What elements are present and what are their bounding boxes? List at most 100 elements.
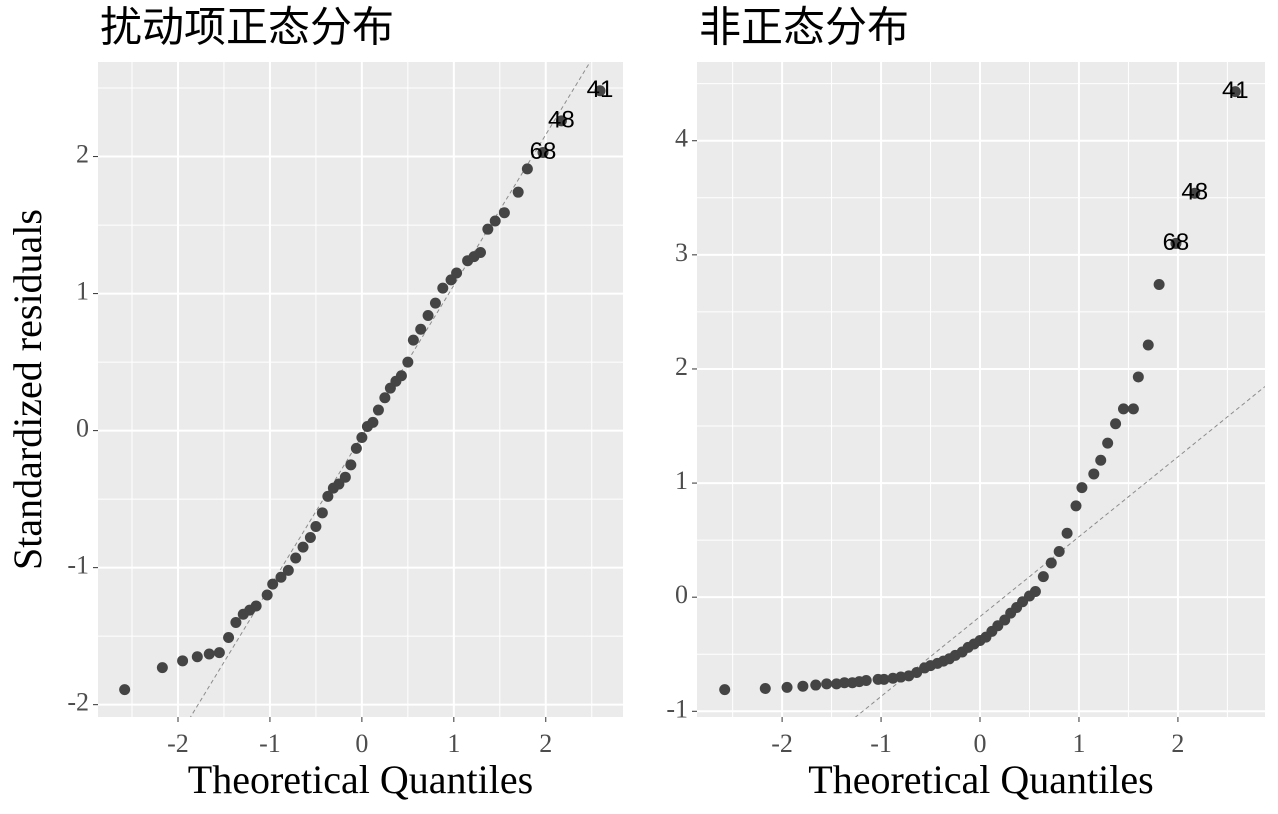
y-tick-label: -2 (67, 688, 89, 717)
x-tick-label: 1 (1072, 729, 1085, 758)
point (267, 578, 279, 590)
point (290, 552, 302, 564)
point (213, 647, 225, 659)
point (1037, 571, 1049, 583)
x-tick-label: -1 (259, 729, 281, 758)
point (402, 356, 414, 368)
x-axis-title: Theoretical Quantiles (188, 757, 533, 802)
point (521, 163, 533, 175)
point (304, 531, 316, 543)
chart-title: 非正态分布 (699, 6, 909, 52)
point (781, 681, 793, 693)
plot-background (98, 62, 623, 717)
y-tick-label: 0 (675, 580, 688, 609)
point (838, 677, 850, 689)
point (367, 416, 379, 428)
point (537, 146, 549, 158)
point (316, 507, 328, 519)
point (223, 632, 235, 644)
x-axis-title: Theoretical Quantiles (808, 757, 1153, 802)
point (1061, 527, 1073, 539)
point (1102, 437, 1114, 449)
point (878, 673, 890, 685)
point (350, 442, 362, 454)
point-label: 68 (530, 138, 557, 165)
point (297, 541, 309, 553)
point (1153, 279, 1165, 291)
y-tick-label: 2 (76, 140, 89, 169)
point (1127, 403, 1139, 415)
x-tick-label: 0 (974, 729, 987, 758)
point-label: 68 (1163, 229, 1190, 256)
point (1088, 468, 1100, 480)
point (1095, 454, 1107, 466)
point (275, 571, 287, 583)
point (407, 334, 419, 346)
point (415, 323, 427, 335)
point (333, 478, 345, 490)
x-tick-label: 2 (539, 729, 552, 758)
y-tick-label: 0 (76, 414, 89, 443)
y-tick-label: -1 (666, 694, 688, 723)
point (322, 490, 334, 502)
point (310, 521, 322, 533)
point (191, 651, 203, 663)
point (1189, 187, 1201, 199)
point-label: 48 (1181, 179, 1208, 206)
y-tick-label: 4 (675, 124, 688, 153)
point (810, 679, 822, 691)
point (489, 215, 501, 227)
point (422, 310, 434, 322)
point (429, 297, 441, 309)
y-tick-label: 1 (675, 466, 688, 495)
y-tick-label: 3 (675, 238, 688, 267)
x-tick-label: -1 (870, 729, 892, 758)
point (1053, 546, 1065, 558)
point (759, 682, 771, 694)
point (594, 85, 606, 97)
point (1132, 371, 1144, 383)
x-tick-label: 1 (447, 729, 460, 758)
point (555, 115, 567, 127)
y-axis-title: Standardized residuals (5, 209, 50, 570)
y-tick-label: -1 (67, 551, 89, 580)
point (1142, 339, 1154, 351)
point (119, 684, 131, 696)
y-tick-label: 2 (675, 352, 688, 381)
point (451, 267, 463, 279)
point (1070, 500, 1082, 512)
point (1029, 585, 1041, 597)
point (250, 600, 262, 612)
reference-line (854, 386, 1265, 717)
point (482, 223, 494, 235)
point (345, 459, 357, 471)
x-tick-label: -2 (167, 729, 189, 758)
point (437, 282, 449, 294)
point (379, 392, 391, 404)
point (1117, 403, 1129, 415)
point (177, 655, 189, 667)
point-label: 41 (1222, 77, 1249, 104)
point (1170, 237, 1182, 249)
point (1229, 86, 1241, 98)
point (230, 616, 242, 628)
point (282, 564, 294, 576)
point (498, 207, 510, 219)
point (860, 674, 872, 686)
point (512, 186, 524, 198)
point (797, 680, 809, 692)
point (1076, 482, 1088, 494)
point (356, 431, 368, 443)
point-label: 41 (587, 76, 614, 103)
point (1045, 557, 1057, 569)
chart-title: 扰动项正态分布 (100, 6, 394, 52)
y-tick-label: 1 (76, 277, 89, 306)
point (821, 678, 833, 690)
x-tick-label: 0 (355, 729, 368, 758)
x-tick-label: -2 (771, 729, 793, 758)
point (474, 246, 486, 258)
point (203, 648, 215, 660)
point (372, 404, 384, 416)
point (1110, 418, 1122, 430)
